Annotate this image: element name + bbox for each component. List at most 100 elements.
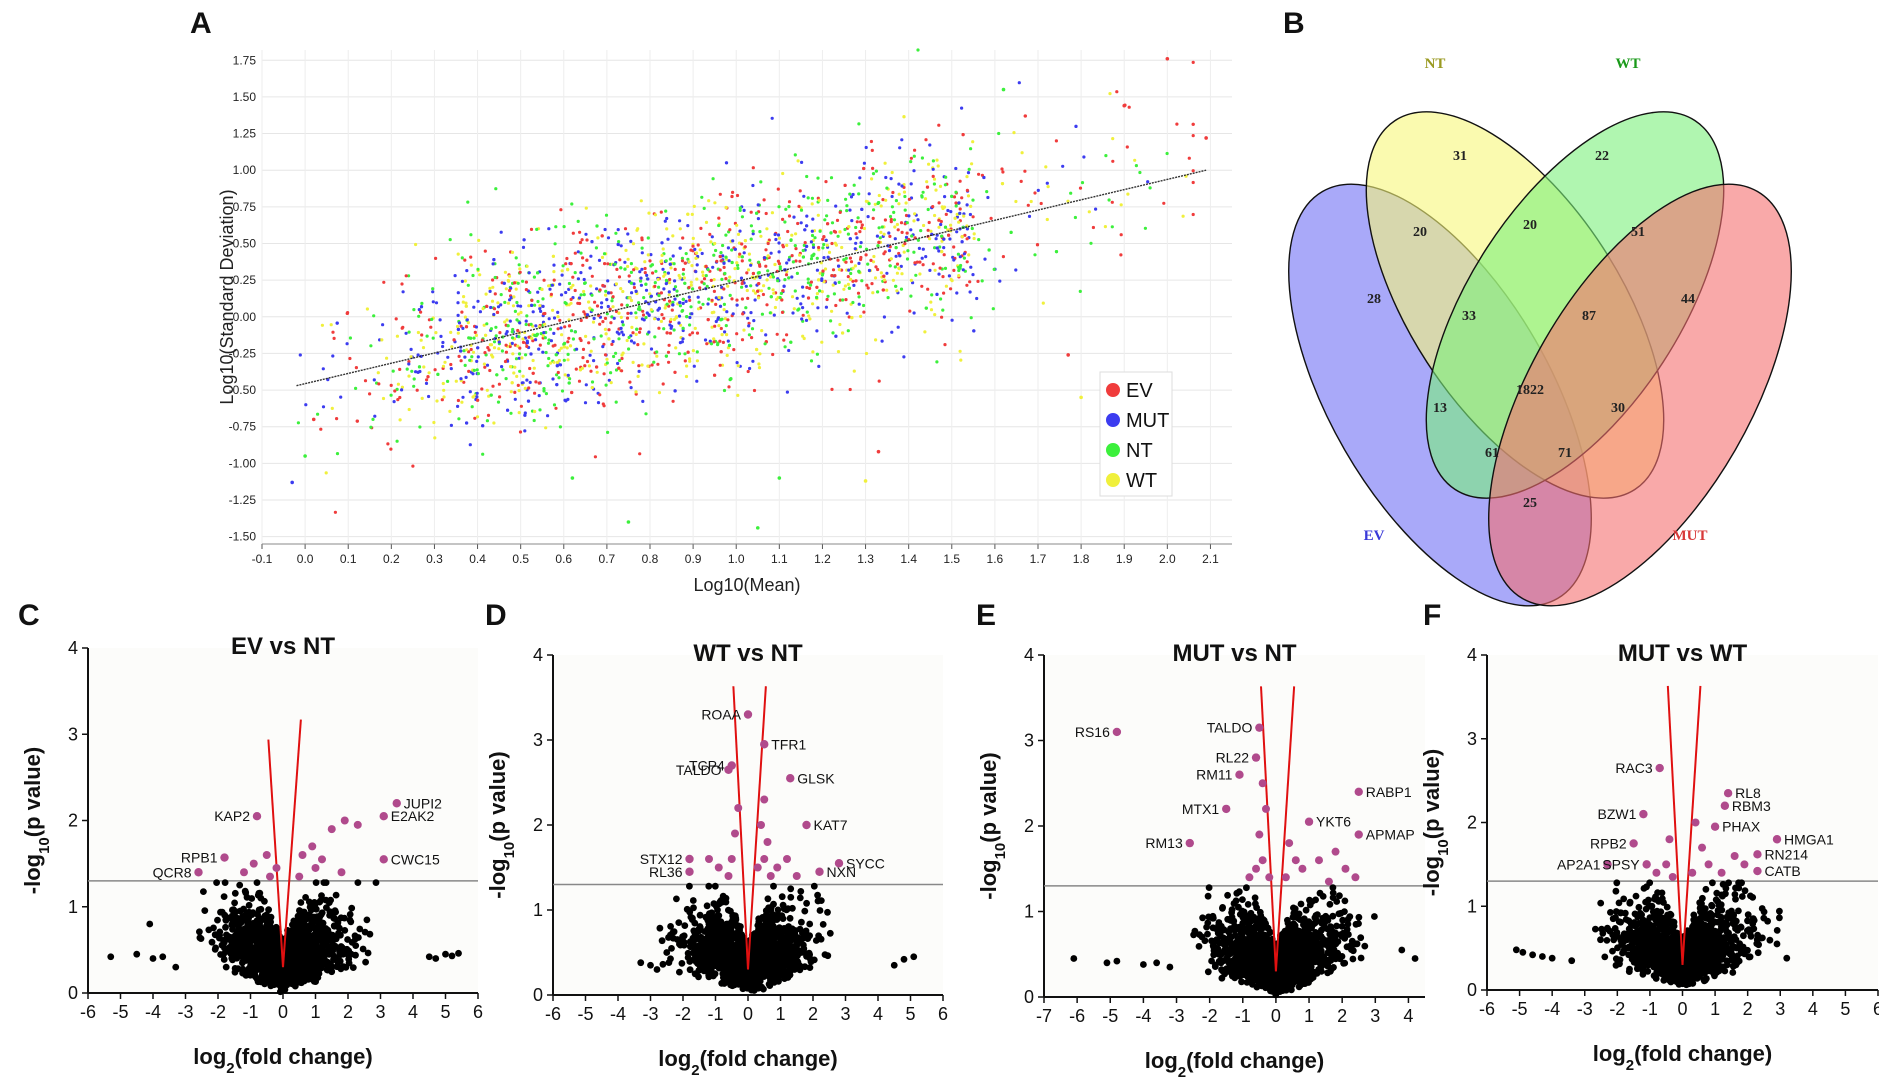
data-point-ev [683, 261, 687, 265]
data-point-nt [796, 308, 800, 312]
x-tick-label: 2.1 [1202, 552, 1219, 566]
data-point-ev [656, 362, 660, 366]
data-point-wt [434, 331, 438, 335]
data-point-wt [815, 292, 820, 296]
data-point-mut [321, 367, 325, 371]
data-point-wt [692, 204, 696, 208]
data-point-nt [778, 265, 782, 269]
data-point-ev [780, 310, 785, 314]
data-point-ev [498, 331, 502, 335]
data-point-nt [793, 289, 797, 293]
data-point-mut [716, 316, 721, 320]
data-point-ev [859, 257, 863, 261]
data-point-ev [745, 271, 749, 275]
data-point-nt [524, 353, 528, 357]
data-point-mut [584, 232, 588, 236]
data-point-wt [935, 158, 939, 162]
data-point-nt [1148, 186, 1152, 190]
data-point-nt [563, 301, 567, 305]
data-point-nt [829, 231, 833, 235]
data-point-nt [348, 336, 352, 340]
x-tick-label: 2 [343, 1002, 353, 1022]
data-point-mut [606, 236, 611, 240]
data-point-mut [559, 293, 564, 297]
data-point-ev [425, 378, 429, 382]
data-point-ev [1000, 167, 1004, 171]
data-point-ev [487, 348, 491, 352]
data-point-nt [723, 271, 727, 276]
data-point-ev [585, 359, 590, 364]
data-point-wt [893, 225, 897, 229]
data-point-wt [471, 350, 476, 354]
data-point-nt [821, 246, 825, 250]
data-point-wt [396, 382, 400, 386]
data-point-wt [507, 279, 511, 283]
x-tick-label: -3 [642, 1004, 658, 1024]
data-point-mut [787, 348, 791, 353]
data-point-wt [753, 291, 758, 295]
data-point-nt [931, 159, 936, 163]
data-point-mut [424, 381, 429, 385]
data-point-nt [697, 300, 701, 304]
data-point-wt [965, 175, 969, 179]
data-point-wt [759, 289, 764, 293]
data-point-mut [463, 355, 467, 359]
data-point-nt [969, 147, 973, 151]
data-point-mut [668, 262, 672, 266]
data-point-ev [609, 291, 613, 295]
data-point-wt [514, 287, 518, 291]
data-point-ev [457, 354, 461, 358]
data-point-mut [678, 300, 682, 305]
data-point-ev [415, 388, 419, 392]
data-point-ev [590, 274, 594, 278]
data-point-ev [735, 193, 740, 198]
nonsig-point [336, 951, 344, 959]
data-point-wt [482, 362, 486, 366]
data-point-ev [578, 337, 582, 341]
data-point-mut [616, 228, 620, 232]
data-point-nt [637, 301, 641, 305]
nonsig-point [222, 963, 230, 971]
data-point-wt [442, 395, 446, 399]
data-point-wt [690, 264, 694, 268]
nonsig-point [448, 952, 456, 960]
data-point-mut [690, 312, 694, 316]
data-point-ev [870, 282, 874, 286]
data-point-ev [777, 262, 782, 266]
data-point-ev [718, 339, 722, 343]
x-tick-label: -6 [545, 1004, 561, 1024]
data-point-nt [657, 285, 661, 289]
data-point-mut [401, 290, 405, 294]
data-point-mut [752, 319, 756, 323]
data-point-nt [425, 334, 429, 338]
data-point-wt [548, 361, 553, 365]
data-point-wt [463, 315, 467, 319]
data-point-wt [1111, 137, 1115, 141]
data-point-mut [800, 317, 804, 321]
data-point-ev [954, 201, 958, 205]
data-point-nt [744, 306, 748, 310]
data-point-ev [831, 268, 836, 272]
data-point-wt [691, 236, 695, 240]
data-point-nt [1080, 181, 1085, 185]
data-point-mut [345, 342, 349, 346]
data-point-nt [542, 389, 546, 393]
data-point-ev [926, 287, 930, 291]
data-point-ev [623, 227, 628, 231]
data-point-ev [1019, 179, 1023, 183]
data-point-mut [777, 241, 781, 245]
data-point-wt [679, 323, 683, 327]
data-point-nt [756, 271, 761, 275]
nonsig-point [816, 907, 824, 914]
data-point-nt [992, 267, 996, 271]
data-point-mut [548, 287, 552, 291]
data-point-mut [335, 321, 339, 325]
data-point-wt [678, 227, 682, 231]
data-point-ev [636, 343, 640, 347]
x-tick-label: 6 [938, 1004, 948, 1024]
data-point-ev [335, 417, 339, 421]
nonsig-point [315, 970, 323, 977]
data-point-nt [777, 205, 781, 209]
x-tick-label: -3 [177, 1002, 193, 1022]
data-point-wt [863, 479, 868, 483]
